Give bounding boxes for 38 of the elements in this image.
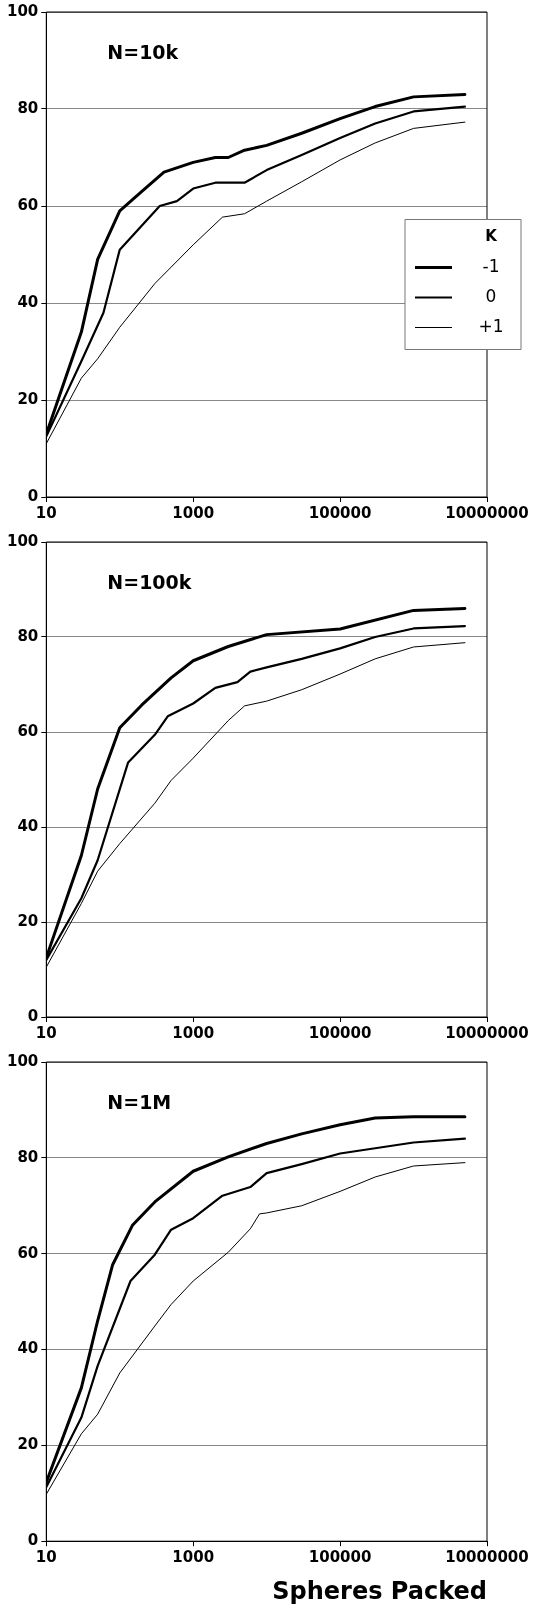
legend-title: K <box>485 227 499 246</box>
x-tick-label: 1000 <box>172 1023 215 1042</box>
y-tick-label: 60 <box>17 195 39 214</box>
y-tick-label: 60 <box>17 1243 39 1262</box>
y-tick-label: 0 <box>27 1006 39 1025</box>
text: N=1M <box>107 1090 172 1113</box>
y-tick-label: 60 <box>17 721 39 740</box>
y-tick-label: 0 <box>27 486 39 505</box>
y-tick-label: 100 <box>7 1051 39 1070</box>
y-tick-label: 20 <box>17 911 39 930</box>
y-tick-label: 100 <box>7 1 39 20</box>
y-tick-label: 100 <box>7 531 39 550</box>
text: N=100k <box>107 570 192 593</box>
x-tick-label: 100000 <box>308 1023 372 1042</box>
y-tick-label: 0 <box>27 1531 39 1550</box>
y-tick-label: 20 <box>17 389 39 408</box>
legend-label: -1 <box>482 255 500 276</box>
x-tick-label: 10 <box>35 1023 57 1042</box>
y-tick-label: 80 <box>17 626 39 645</box>
y-tick-label: 40 <box>17 292 39 311</box>
x-tick-label: 1000 <box>172 1548 215 1567</box>
x-axis-title: Spheres Packed <box>272 1576 487 1605</box>
x-tick-label: 10 <box>35 1548 57 1567</box>
y-tick-label: 80 <box>17 98 39 117</box>
y-tick-label: 20 <box>17 1435 39 1454</box>
x-tick-label: 10000000 <box>445 1023 529 1042</box>
y-tick-label: 80 <box>17 1147 39 1166</box>
y-tick-label: 40 <box>17 816 39 835</box>
legend-label: 0 <box>485 285 497 306</box>
x-tick-label: 10000000 <box>445 503 529 522</box>
legend-label: +1 <box>478 315 504 336</box>
x-tick-label: 100000 <box>308 503 372 522</box>
x-tick-label: 10000000 <box>445 1548 529 1567</box>
y-tick-label: 40 <box>17 1339 39 1358</box>
x-tick-label: 1000 <box>172 503 215 522</box>
x-tick-label: 100000 <box>308 1548 372 1567</box>
text: N=10k <box>107 40 179 63</box>
x-tick-label: 10 <box>35 503 57 522</box>
